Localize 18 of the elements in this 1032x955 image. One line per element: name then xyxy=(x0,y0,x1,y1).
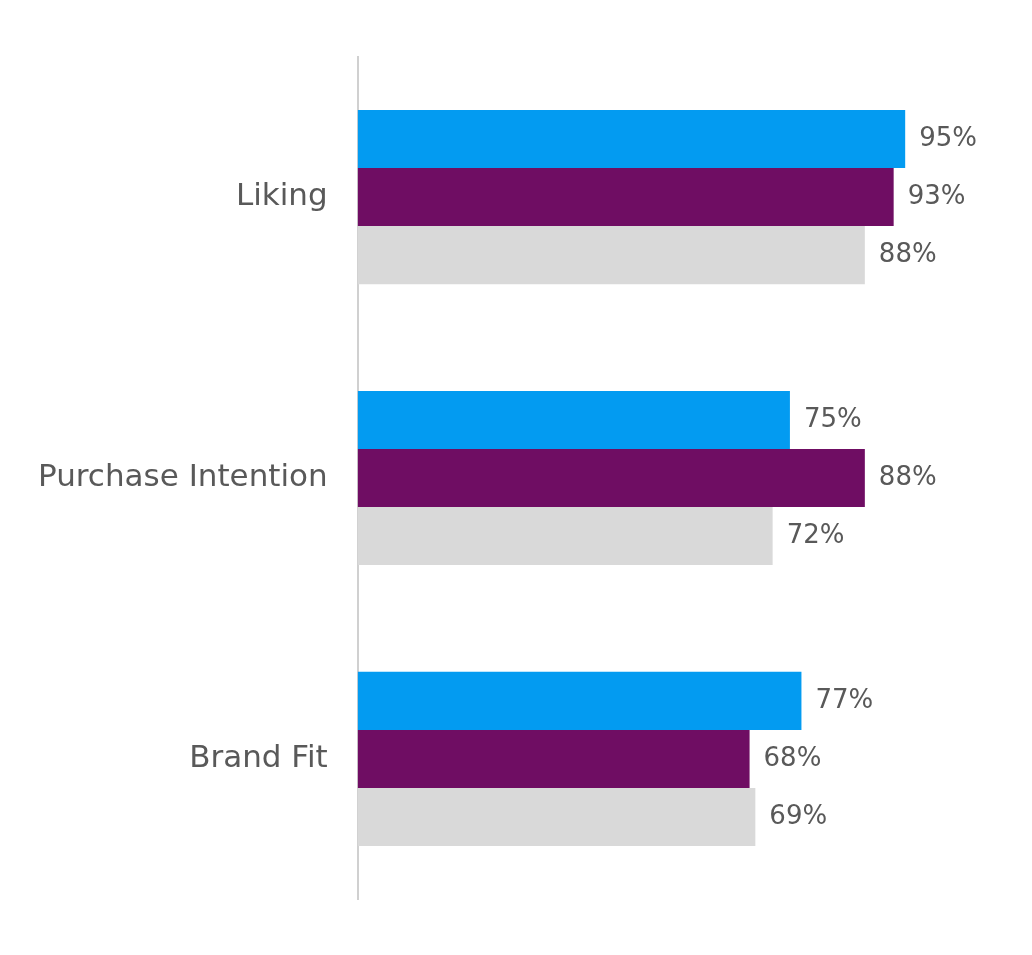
y-tick-label: Brand Fit xyxy=(189,737,328,774)
bar xyxy=(357,168,894,227)
bar xyxy=(357,729,750,788)
bar xyxy=(357,390,790,449)
data-label: 95% xyxy=(919,121,977,152)
bar xyxy=(357,448,865,508)
y-tick-label: Purchase Intention xyxy=(38,457,328,494)
data-label: 75% xyxy=(803,402,862,433)
data-label: 72% xyxy=(786,518,845,549)
data-label: 68% xyxy=(763,741,822,772)
bar xyxy=(357,671,802,730)
y-tick-label: Liking xyxy=(235,176,328,213)
data-label: 69% xyxy=(769,799,828,830)
bar xyxy=(357,109,906,169)
data-label: 88% xyxy=(878,237,937,268)
data-label: 77% xyxy=(815,683,874,714)
data-label: 88% xyxy=(878,460,937,491)
data-label: 93% xyxy=(907,179,966,210)
